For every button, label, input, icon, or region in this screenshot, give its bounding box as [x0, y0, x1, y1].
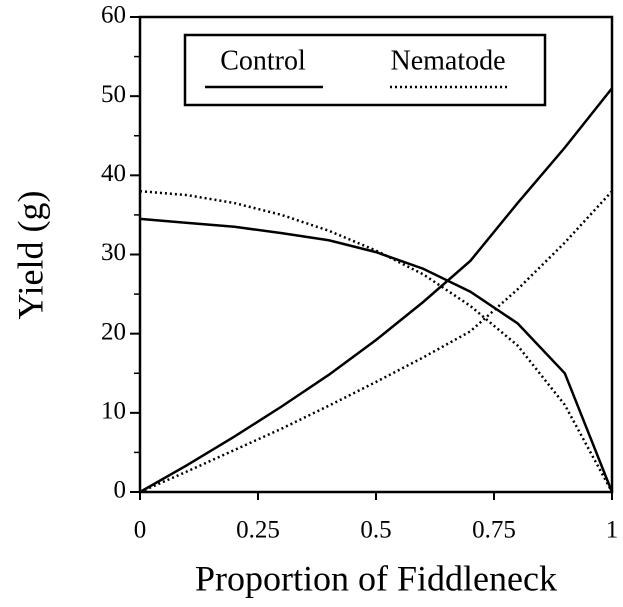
curve: [139, 190, 613, 494]
y-axis-title: Yield (g): [10, 191, 50, 320]
legend-label: Control: [220, 45, 306, 76]
x-tick-label: 0.75: [472, 517, 516, 544]
legend-box: [183, 33, 547, 107]
y-tick-label: 0: [114, 477, 127, 504]
curve: [139, 87, 613, 494]
y-tick-label: 40: [101, 160, 126, 187]
curve: [139, 217, 614, 493]
y-tick-label: 20: [101, 318, 126, 345]
y-tick-label: 30: [101, 239, 126, 266]
y-tick-label: 50: [101, 81, 126, 108]
curve: [139, 189, 614, 493]
x-tick-label: 1: [606, 517, 619, 544]
x-tick-label: 0: [134, 517, 147, 544]
x-axis-title: Proportion of Fiddleneck: [195, 558, 557, 598]
x-tick-label: 0.25: [236, 517, 280, 544]
y-tick-label: 10: [101, 398, 126, 425]
x-tick-label: 0.5: [360, 517, 391, 544]
legend-label: Nematode: [390, 45, 505, 76]
y-tick-label: 60: [101, 2, 126, 29]
